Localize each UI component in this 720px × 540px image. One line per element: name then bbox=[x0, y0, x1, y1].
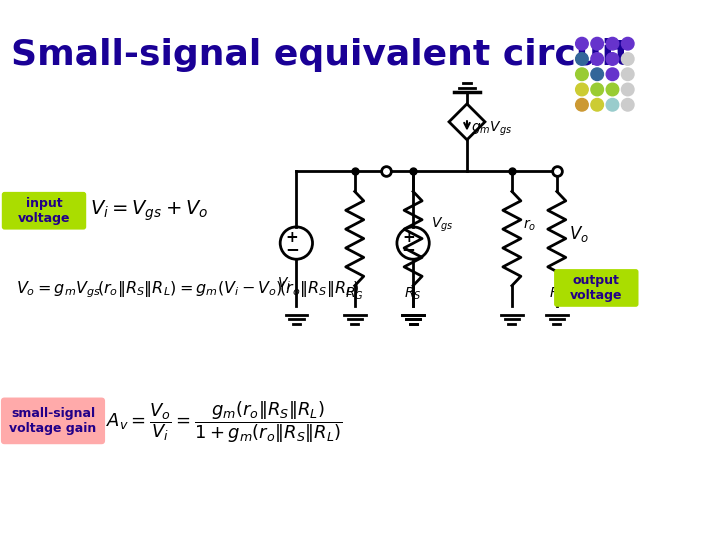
Text: $R_G$: $R_G$ bbox=[346, 286, 364, 302]
Text: $V_{gs}$: $V_{gs}$ bbox=[431, 216, 454, 234]
Circle shape bbox=[591, 37, 603, 50]
Text: $R_S$: $R_S$ bbox=[405, 286, 422, 302]
Text: −: − bbox=[285, 240, 299, 258]
Circle shape bbox=[621, 83, 634, 96]
Text: $r_o$: $r_o$ bbox=[523, 218, 536, 233]
Text: $V_i$: $V_i$ bbox=[276, 276, 291, 293]
Circle shape bbox=[576, 53, 588, 65]
Circle shape bbox=[591, 83, 603, 96]
Text: +: + bbox=[286, 230, 298, 245]
Text: Small-signal equivalent circuit: Small-signal equivalent circuit bbox=[11, 38, 631, 72]
Circle shape bbox=[591, 98, 603, 111]
Circle shape bbox=[606, 98, 618, 111]
Circle shape bbox=[606, 68, 618, 80]
Text: −: − bbox=[402, 240, 415, 258]
Text: $R_L$: $R_L$ bbox=[549, 286, 565, 302]
Circle shape bbox=[621, 98, 634, 111]
Text: $A_v = \dfrac{V_o}{V_i} = \dfrac{g_m\left(r_o\|R_S\|R_L\right)}{1+g_m\left(r_o\|: $A_v = \dfrac{V_o}{V_i} = \dfrac{g_m\lef… bbox=[106, 400, 343, 446]
Text: output
voltage: output voltage bbox=[570, 274, 623, 302]
Circle shape bbox=[576, 68, 588, 80]
Text: $V_i = V_{gs} + V_o$: $V_i = V_{gs} + V_o$ bbox=[90, 199, 208, 223]
Circle shape bbox=[606, 37, 618, 50]
Circle shape bbox=[576, 98, 588, 111]
Text: $g_m V_{gs}$: $g_m V_{gs}$ bbox=[471, 120, 512, 138]
Circle shape bbox=[621, 68, 634, 80]
Text: input
voltage: input voltage bbox=[18, 197, 71, 225]
Circle shape bbox=[606, 53, 618, 65]
FancyBboxPatch shape bbox=[1, 192, 86, 230]
FancyBboxPatch shape bbox=[554, 269, 639, 307]
Circle shape bbox=[576, 83, 588, 96]
Text: small-signal
voltage gain: small-signal voltage gain bbox=[9, 407, 96, 435]
Text: $V_o$: $V_o$ bbox=[570, 224, 589, 244]
Circle shape bbox=[591, 53, 603, 65]
Text: +: + bbox=[402, 230, 415, 245]
Circle shape bbox=[606, 83, 618, 96]
FancyBboxPatch shape bbox=[1, 397, 105, 444]
Circle shape bbox=[621, 53, 634, 65]
Circle shape bbox=[591, 68, 603, 80]
Text: $V_o = g_m V_{gs}\!\left(r_o\|R_S\|R_L\right) = g_m(V_i - V_o)\!\left(r_o\|R_S\|: $V_o = g_m V_{gs}\!\left(r_o\|R_S\|R_L\r… bbox=[16, 280, 359, 300]
Circle shape bbox=[576, 37, 588, 50]
Circle shape bbox=[621, 37, 634, 50]
